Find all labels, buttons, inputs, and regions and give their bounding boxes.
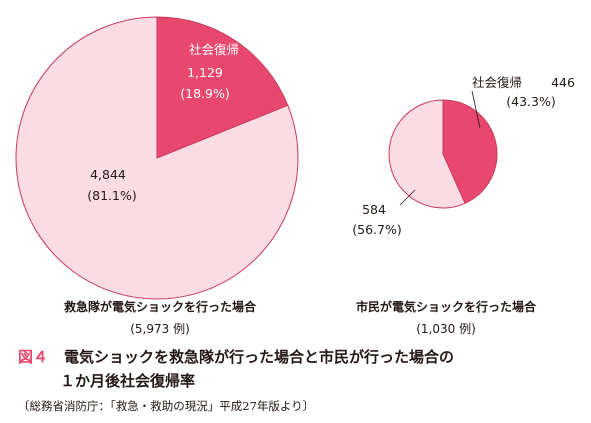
pie1-other-value: 4,844 [90,167,126,182]
figure-number: 図４ [18,348,49,366]
pie2-social-return-label: 社会復帰 [472,75,522,90]
pie-chart-citizen: 社会復帰 446 (43.3%) 584 (56.7%) 市民が電気ショックを行… [352,75,575,336]
pie1-social-return-value: 1,129 [187,65,223,80]
figure-title-line1: 図４ 電気ショックを救急隊が行った場合と市民が行った場合の [18,346,454,367]
pie-chart-ambulance: 社会復帰 1,129 (18.9%) 4,844 (81.1%) 救急隊が電気シ… [15,16,299,336]
pie2-social-return-value: 446 [551,75,575,90]
pie2-total: (1,030 例) [416,322,476,336]
pie1-caption: 救急隊が電気ショックを行った場合 [64,299,257,314]
figure-title-line2: １か月後社会復帰率 [60,372,196,390]
pie2-slice-social-return [442,99,498,204]
pie2-slice-other [388,99,466,209]
pie2-social-return-percent: (43.3%) [506,94,555,109]
pie2-social-return-leader-line [471,90,481,129]
pie1-total: (5,973 例) [130,322,190,336]
pie2-other-percent: (56.7%) [352,222,401,237]
pie1-social-return-label: 社会復帰 [189,42,239,57]
pie2-caption: 市民が電気ショックを行った場合 [356,299,537,314]
pie1-other-percent: (81.1%) [87,188,136,203]
pie2-other-leader-line [399,189,416,206]
pie1-slice-social-return [156,16,289,159]
pie2-other-value: 584 [362,202,386,217]
pie1-slice-other [15,16,299,300]
pie1-social-return-percent: (18.9%) [180,86,229,101]
source-note: 〔総務省消防庁：「救急・救助の現況」平成27年版より〕 [18,399,315,413]
figure-title-text1: 電気ショックを救急隊が行った場合と市民が行った場合の [64,348,455,366]
